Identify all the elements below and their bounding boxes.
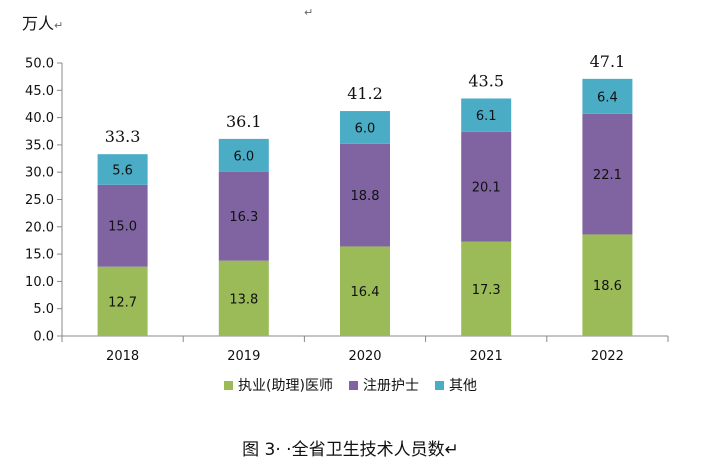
total-value-label: 36.1 xyxy=(226,112,262,131)
bar-segment xyxy=(97,154,148,185)
bar-segment xyxy=(582,78,633,114)
return-mark: ↵ xyxy=(304,6,314,19)
total-value-label: 33.3 xyxy=(105,127,141,146)
bar-segment xyxy=(340,246,390,336)
legend-item-nurses: 注册护士 xyxy=(348,375,419,395)
y-tick-label: 0.0 xyxy=(33,330,54,345)
total-value-label: 43.5 xyxy=(468,71,504,90)
legend: 执业(助理)医师 注册护士 其他 xyxy=(0,375,701,395)
segment-value-label: 22.1 xyxy=(593,168,622,183)
segment-value-label: 18.8 xyxy=(351,189,380,204)
bar-segment xyxy=(218,171,269,261)
segment-value-label: 6.1 xyxy=(476,109,497,124)
legend-label-nurses: 注册护士 xyxy=(362,378,419,394)
segment-value-label: 17.3 xyxy=(472,283,501,298)
x-category-label: 2021 xyxy=(470,349,503,364)
bar-segment xyxy=(218,138,269,172)
bar-segment xyxy=(340,111,390,144)
y-tick-label: 45.0 xyxy=(25,84,54,99)
y-tick-label: 25.0 xyxy=(25,193,54,208)
segment-value-label: 6.0 xyxy=(355,121,376,136)
y-tick-label: 20.0 xyxy=(25,220,54,235)
segment-value-label: 13.8 xyxy=(229,292,258,307)
total-value-label: 41.2 xyxy=(347,84,383,103)
segment-value-label: 20.1 xyxy=(472,181,501,196)
segment-value-label: 16.4 xyxy=(351,285,380,300)
bar-segment xyxy=(218,260,269,336)
legend-label-physicians: 执业(助理)医师 xyxy=(238,378,333,394)
total-value-label: 47.1 xyxy=(590,52,626,71)
legend-item-physicians: 执业(助理)医师 xyxy=(224,375,333,395)
x-category-label: 2020 xyxy=(348,349,381,364)
legend-item-others: 其他 xyxy=(434,375,477,395)
segment-value-label: 12.7 xyxy=(108,295,137,310)
legend-swatch-physicians xyxy=(224,380,234,390)
x-category-label: 2022 xyxy=(591,349,624,364)
legend-swatch-nurses xyxy=(348,380,358,390)
x-category-label: 2019 xyxy=(227,349,260,364)
legend-label-others: 其他 xyxy=(448,378,477,394)
bar-segment xyxy=(340,143,390,247)
segment-value-label: 6.4 xyxy=(597,90,618,105)
y-tick-label: 5.0 xyxy=(33,302,54,317)
bar-segment xyxy=(461,241,512,336)
figure-caption: 图 3· ·全省卫生技术人员数↵ xyxy=(242,440,459,460)
bar-segment xyxy=(582,113,633,235)
y-tick-label: 40.0 xyxy=(25,111,54,126)
segment-value-label: 18.6 xyxy=(593,279,622,294)
y-tick-label: 30.0 xyxy=(25,166,54,181)
segment-value-label: 16.3 xyxy=(229,210,258,225)
y-axis-unit-label: 万人↵ xyxy=(22,14,64,33)
bar-segment xyxy=(461,131,512,242)
bar-segment xyxy=(461,98,512,132)
y-tick-label: 10.0 xyxy=(25,275,54,290)
y-tick-label: 50.0 xyxy=(25,57,54,72)
x-category-label: 2018 xyxy=(106,349,139,364)
segment-value-label: 5.6 xyxy=(112,163,133,178)
bar-segment xyxy=(97,184,148,267)
segment-value-label: 6.0 xyxy=(233,149,254,164)
segment-value-label: 15.0 xyxy=(108,220,137,235)
y-tick-label: 15.0 xyxy=(25,248,54,263)
bar-segment xyxy=(582,234,633,336)
bar-segment xyxy=(97,266,148,336)
y-tick-label: 35.0 xyxy=(25,138,54,153)
legend-swatch-others xyxy=(434,380,444,390)
